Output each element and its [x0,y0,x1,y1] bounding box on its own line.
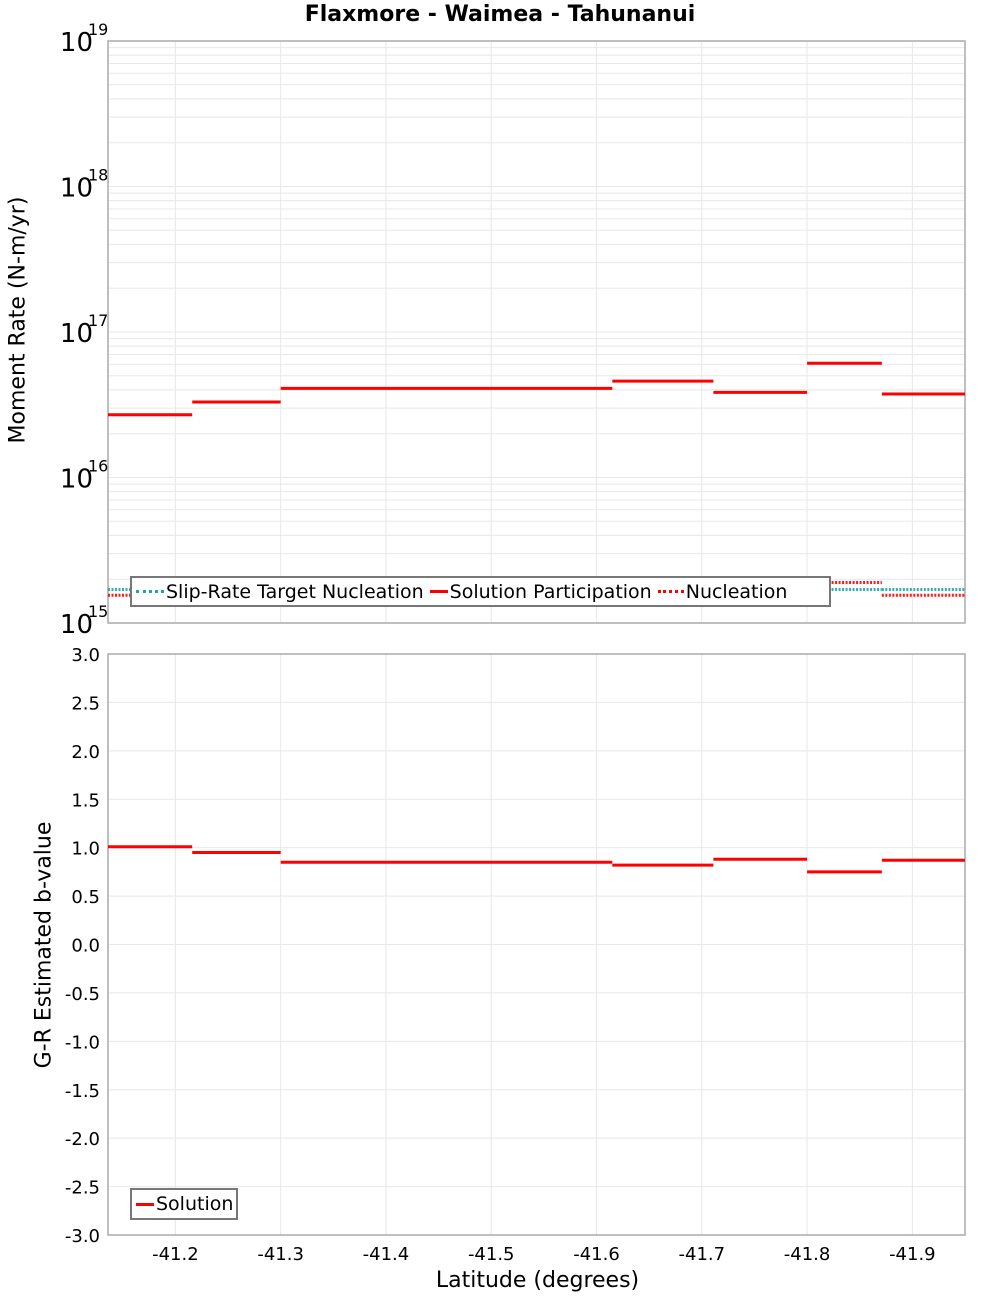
legend-item-solution-participation: Solution Participation [429,580,652,603]
x-tick-label: -41.2 [152,1244,199,1265]
y-tick-label: 10 [60,174,93,204]
y-tick-exponent: 19 [88,20,108,39]
y-tick-label: 2.5 [71,693,100,714]
top-plot-frame [107,40,966,624]
y-tick-label: -0.5 [65,984,100,1005]
y-tick-label: 1.0 [71,839,100,860]
legend-label: Solution Participation [449,580,652,603]
chart-title: Flaxmore - Waimea - Tahunanui [304,2,696,27]
y-tick-exponent: 17 [88,311,108,330]
dotted-teal-line-icon [136,590,164,593]
solid-red-line-icon [429,590,448,593]
x-tick-label: -41.9 [889,1244,936,1265]
y-tick-label: -2.5 [65,1178,100,1199]
x-tick-label: -41.3 [257,1244,304,1265]
legend-label: Nucleation [685,580,788,603]
dotted-red-line-icon [657,590,684,593]
y-tick-label: 10 [60,319,93,349]
bottom-plot-frame [107,653,966,1236]
legend-label: Slip-Rate Target Nucleation [166,580,424,603]
y-tick-label: 0.0 [71,936,100,957]
y-tick-label: 2.0 [71,742,100,763]
x-tick-label: -41.4 [363,1244,410,1265]
y-tick-label: -1.5 [65,1081,100,1102]
y-tick-label: -1.0 [65,1032,100,1053]
bottom-y-axis-label: G-R Estimated b-value [31,821,57,1069]
x-tick-label: -41.8 [784,1244,831,1265]
legend-item-target-nucleation: Slip-Rate Target Nucleation [136,581,424,603]
x-tick-label: -41.7 [679,1244,726,1265]
y-tick-label: 10 [60,28,93,58]
top-y-axis-label: Moment Rate (N-m/yr) [5,196,31,444]
y-tick-exponent: 18 [88,166,108,185]
y-tick-label: 10 [60,610,93,640]
y-tick-label: 0.5 [71,887,100,908]
y-tick-label: 10 [60,465,93,495]
legend-item-solution: Solution [136,1193,233,1215]
top-legend: Slip-Rate Target Nucleation Solution Par… [130,576,831,607]
legend-item-nucleation: Nucleation [657,580,788,603]
y-tick-label: -3.0 [65,1226,100,1247]
y-tick-exponent: 15 [88,602,108,621]
x-tick-label: -41.5 [468,1244,515,1265]
legend-label: Solution [156,1193,234,1215]
y-tick-label: -2.0 [65,1129,100,1150]
x-tick-label: -41.6 [573,1244,620,1265]
y-tick-label: 1.5 [71,790,100,811]
y-tick-exponent: 16 [88,457,108,476]
bottom-legend: Solution [130,1188,238,1220]
y-tick-label: 3.0 [71,645,100,666]
solid-red-line-icon [136,1202,154,1206]
x-axis-label: Latitude (degrees) [435,1268,640,1293]
